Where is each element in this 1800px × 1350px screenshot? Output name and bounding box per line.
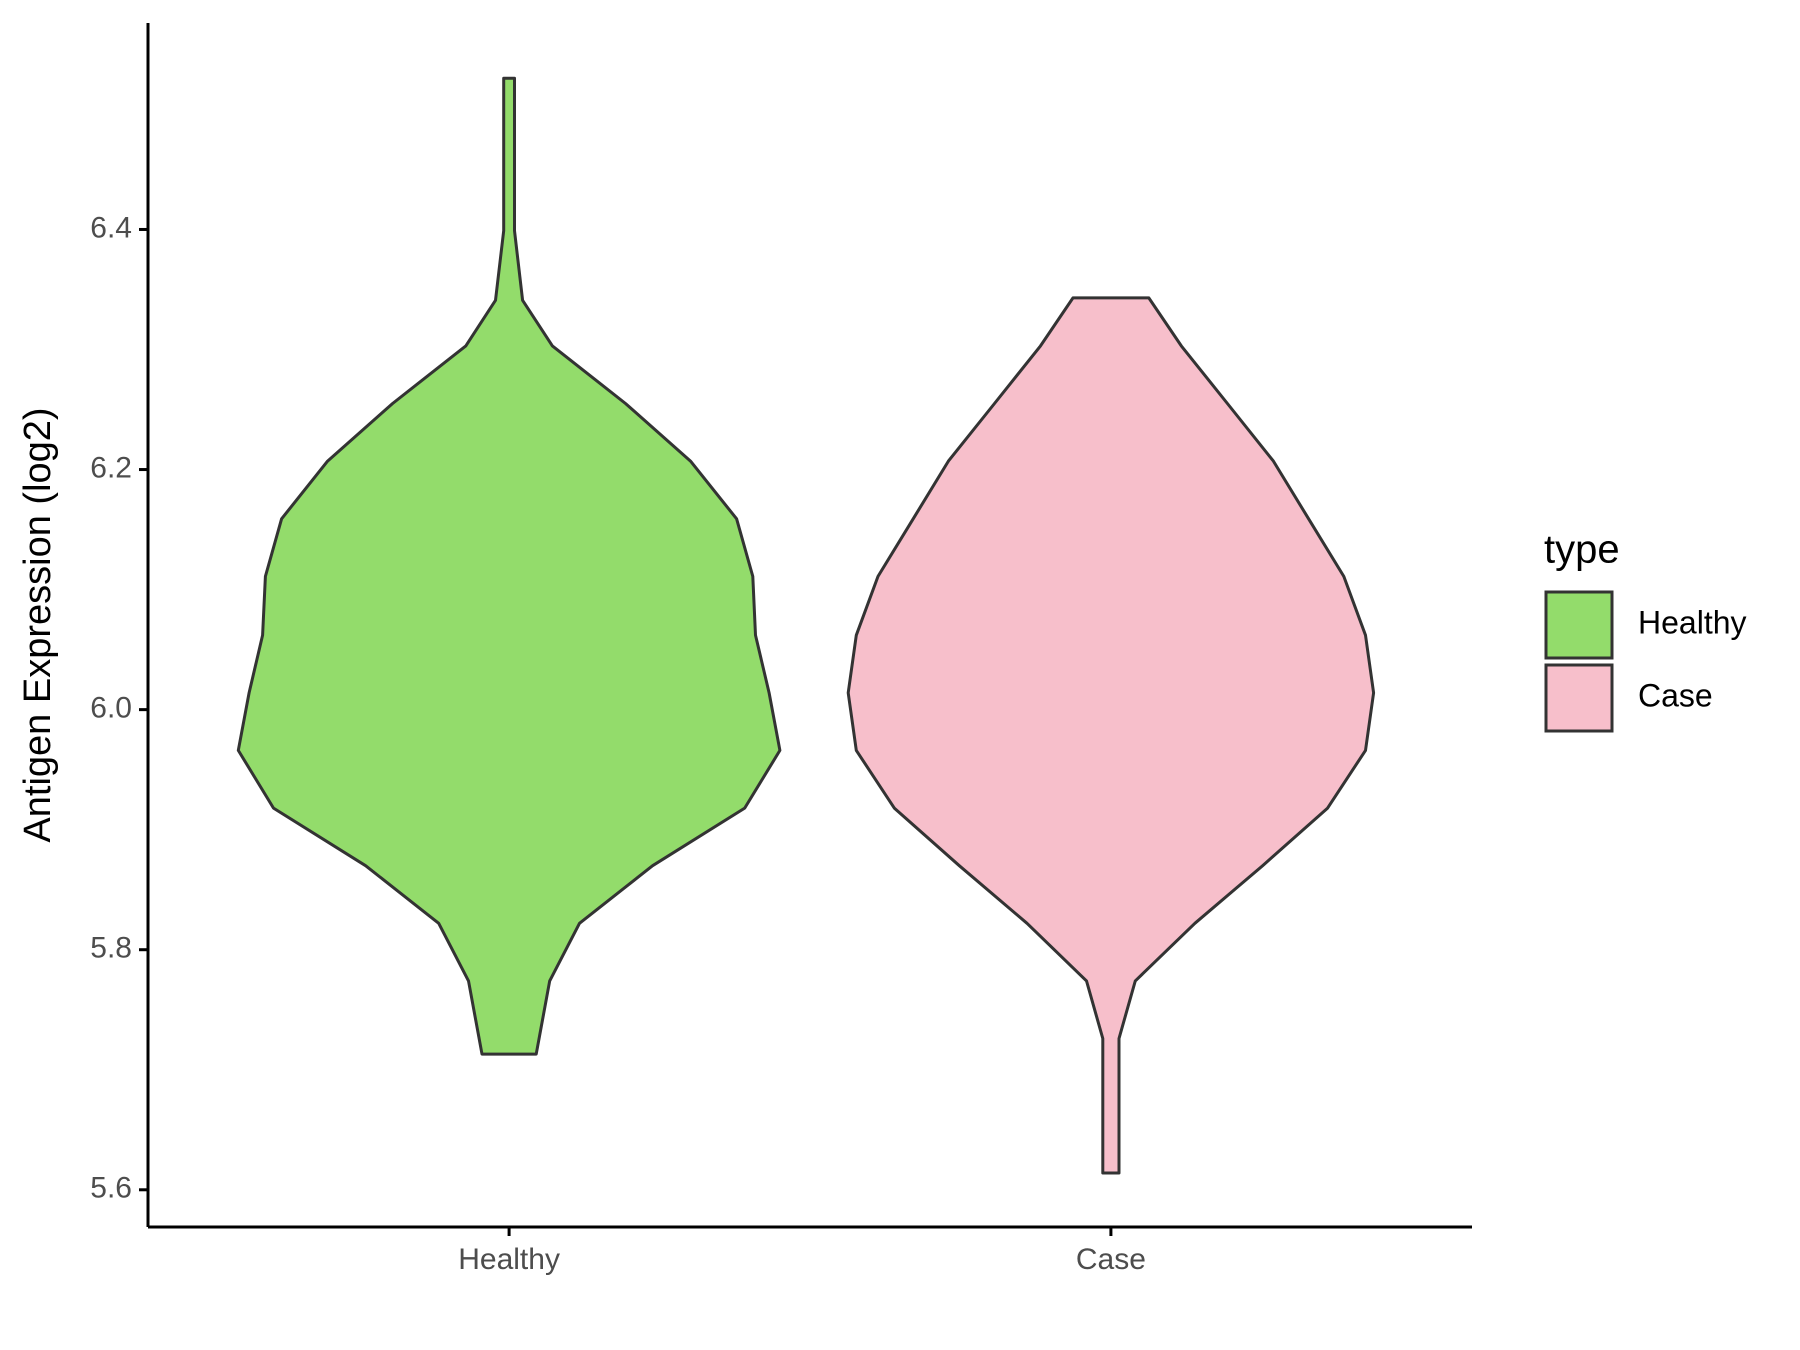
y-tick-label: 6.2 (90, 451, 132, 484)
legend-label: Case (1638, 677, 1713, 713)
violin (236, 76, 782, 1056)
y-axis-title: Antigen Expression (log2) (17, 407, 59, 842)
y-tick-label: 6.0 (90, 692, 132, 725)
y-tick-label: 5.8 (90, 932, 132, 965)
legend-key (1544, 590, 1614, 660)
legend-key (1544, 663, 1614, 733)
x-tick-label: Case (1076, 1243, 1146, 1276)
violin (846, 296, 1376, 1175)
y-tick-label: 6.4 (90, 211, 132, 244)
legend-title: type (1544, 528, 1620, 572)
y-tick-label: 5.6 (90, 1172, 132, 1205)
x-tick-label: Healthy (458, 1243, 560, 1276)
legend-label: Healthy (1638, 604, 1747, 640)
